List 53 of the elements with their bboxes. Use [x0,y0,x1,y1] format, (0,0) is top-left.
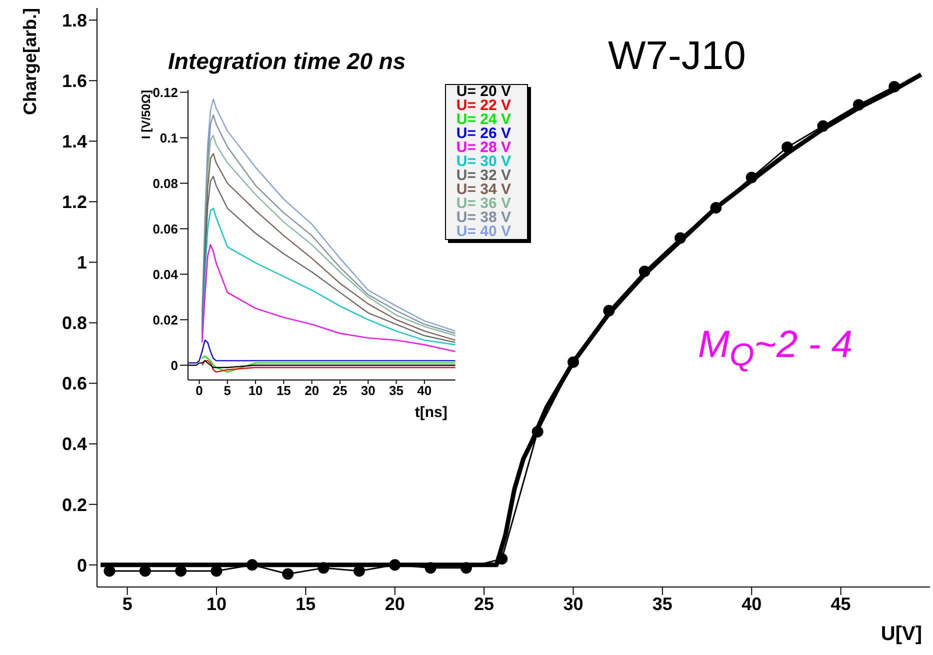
text: U= 22 V [456,97,511,114]
y-tick-label: 0.1 [160,130,178,146]
text: U= 28 V [456,139,511,156]
y-tick-label: 1.6 [62,71,87,92]
x-tick-label: 35 [389,383,404,398]
y-tick-label: 1.8 [62,10,87,30]
x-tick-label: 40 [417,383,432,398]
x-tick-label: 5 [122,594,132,614]
text: U= 34 V [456,181,511,198]
x-tick-label: 10 [248,383,263,398]
y-axis-title: Charge[arb.] [20,8,40,116]
x-tick-label: 5 [224,383,232,398]
annotation: W7-J10 [608,34,746,78]
y-tick-label: 0.12 [152,84,178,100]
text: U= 30 V [456,153,511,170]
text: U= 32 V [456,167,511,184]
x-tick-label: 25 [332,383,348,398]
y-tick-label: 0.08 [152,176,178,191]
text: U= 26 V [456,125,511,142]
text: U= 36 V [456,195,511,212]
y-tick-label: 0 [170,358,178,373]
y-tick-label: 0.02 [152,312,178,328]
y-tick-label: 0.2 [62,494,87,515]
x-tick-label: 25 [474,594,494,614]
annotation: Integration time 20 ns [168,48,406,74]
x-tick-label: 15 [296,594,316,614]
x-tick-label: 30 [360,383,376,398]
y-tick-label: 1.4 [62,132,87,152]
y-tick-label: 0.6 [62,374,87,394]
x-tick-label: 35 [652,594,672,614]
annotation: M$_{Q}$~2 - 4 [698,324,853,373]
x-tick-label: 15 [276,383,291,398]
x-tick-label: 30 [563,594,584,614]
x-tick-label: 40 [742,594,762,614]
y-tick-label: 1 [76,252,87,273]
y-tick-label: 0.06 [152,221,178,236]
x-tick-label: 20 [384,594,405,614]
text: U= 24 V [456,111,511,128]
y-axis-title: I [V/50Ω] [139,90,153,139]
y-tick-label: 0.4 [62,434,87,454]
text: U= 20 V [456,83,511,100]
x-axis-title: t[ns] [414,404,448,421]
y-tick-label: 0 [76,555,87,576]
x-tick-label: 45 [830,594,851,614]
y-tick-label: 0.8 [62,313,87,334]
y-tick-label: 0.04 [152,266,179,282]
x-tick-label: 10 [206,594,227,614]
x-axis-title: U[V] [880,623,922,645]
x-tick-label: 20 [304,383,320,398]
text: U= 38 V [456,209,511,226]
text: U= 40 V [456,223,511,240]
y-tick-label: 1.2 [62,192,87,212]
x-tick-label: 0 [196,383,203,398]
